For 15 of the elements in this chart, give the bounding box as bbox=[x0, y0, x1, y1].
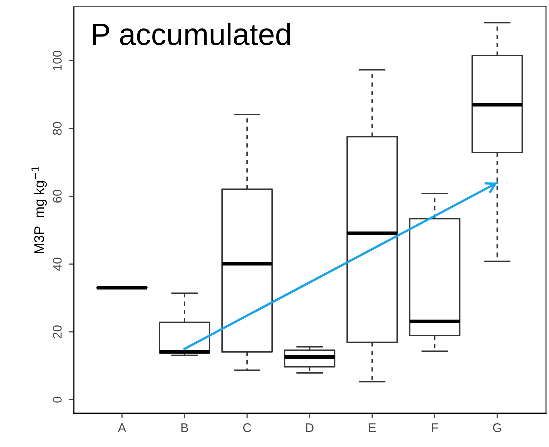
x-tick-label: B bbox=[182, 424, 188, 432]
y-tick-label: 20 bbox=[53, 326, 62, 338]
y-tick-label: 40 bbox=[53, 258, 62, 271]
x-tick-label: A bbox=[118, 424, 126, 432]
x-tick-label: F bbox=[432, 424, 438, 432]
y-tick-label: 100 bbox=[53, 51, 62, 70]
x-tick-label: E bbox=[369, 424, 376, 432]
x-tick-label: D bbox=[306, 424, 314, 432]
y-tick-label: 60 bbox=[53, 190, 62, 203]
x-tick-label: C bbox=[243, 424, 252, 432]
chart-title: P accumulated bbox=[93, 22, 290, 46]
x-tick-label: G bbox=[493, 424, 502, 432]
y-tick-label: 80 bbox=[53, 122, 62, 136]
y-tick-label: 0 bbox=[53, 396, 62, 403]
y-axis-title: M3P mg kg$^{−1}$ bbox=[32, 166, 48, 254]
